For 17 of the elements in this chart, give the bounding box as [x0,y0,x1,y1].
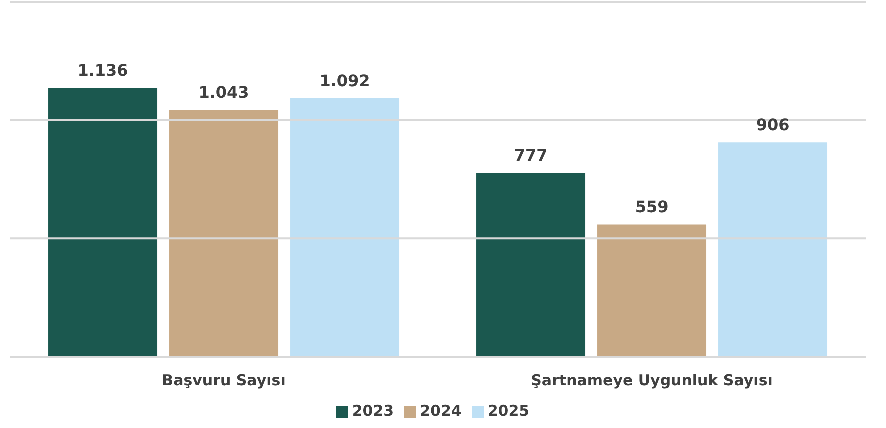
data-label: 777 [514,146,548,166]
bar [718,142,828,357]
bar [598,224,707,357]
bar [290,98,400,357]
data-label: 1.136 [78,61,128,80]
legend-label: 2024 [420,402,462,420]
data-label: 1.043 [198,83,250,102]
bar [476,173,586,357]
x-tick-label: Başvuru Sayısı [162,372,286,390]
x-tick-label: Şartnameye Uygunluk Sayısı [531,372,773,390]
legend-label: 2025 [488,402,530,420]
data-label: 906 [756,116,790,135]
bar [170,110,279,357]
legend-label: 2023 [352,402,394,420]
bar [48,88,158,357]
data-label: 559 [635,198,669,217]
data-label: 1.092 [320,72,370,91]
